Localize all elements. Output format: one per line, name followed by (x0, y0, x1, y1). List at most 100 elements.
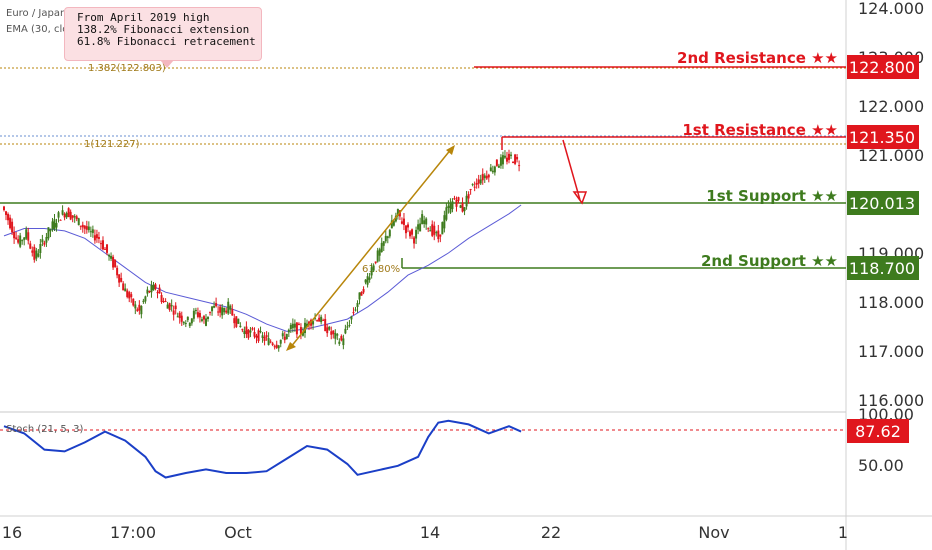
candle-body (23, 237, 26, 240)
resistance-1-price: 121.350 (849, 128, 915, 147)
candle-body (160, 295, 163, 303)
candle-body (65, 212, 68, 218)
candle-body (481, 173, 484, 181)
fib-ext-label: 1.382(122.803) (88, 63, 166, 74)
candle-body (253, 331, 256, 337)
candle-body (352, 312, 355, 314)
candle-body (372, 265, 375, 271)
candle-body (322, 319, 325, 321)
candle-body (9, 217, 12, 229)
candle-body (510, 154, 513, 156)
candle-body (110, 255, 113, 259)
candle-body (235, 316, 238, 327)
candle-body (104, 248, 106, 250)
candle-body (423, 220, 426, 225)
candle-body (243, 330, 246, 335)
price-tick-label: 116.000 (858, 391, 924, 410)
arrow-head-up (446, 145, 455, 155)
stoch-level-badge (847, 419, 909, 443)
candle-body (164, 301, 167, 303)
candle-body (202, 316, 205, 320)
candle-body (269, 341, 272, 343)
candle-body (514, 154, 517, 164)
candle-body (336, 334, 339, 336)
candle-body (166, 304, 169, 309)
candle-body (439, 234, 442, 237)
candle-body (118, 274, 121, 283)
candle-body (99, 243, 102, 245)
resistance-2-price: 122.800 (849, 58, 915, 77)
candle-body (318, 317, 321, 322)
candle-body (17, 239, 20, 243)
resistance-1-badge (847, 125, 919, 149)
candle-body (441, 222, 444, 235)
fib-retr-label: 61.80% (362, 264, 400, 275)
candle-body (168, 303, 171, 310)
annotation-line-1: From April 2019 high (77, 11, 210, 24)
candle-body (87, 226, 90, 231)
candle-body (174, 305, 177, 310)
candle-body (429, 230, 432, 232)
candle-body (404, 225, 407, 234)
stoch-line (3, 419, 522, 479)
candle-body (491, 170, 494, 173)
candle-body (358, 292, 361, 300)
candle-body (89, 231, 92, 233)
candle-body (184, 322, 187, 324)
ema-line (3, 204, 522, 332)
candle-body (320, 316, 323, 323)
candle-body (194, 309, 197, 311)
candle-body (116, 267, 119, 276)
candle-body (15, 237, 18, 239)
candle-body (409, 231, 412, 237)
candle-body (303, 322, 306, 334)
candle-body (37, 253, 40, 257)
candle-body (59, 219, 62, 221)
candle-body (211, 306, 214, 312)
candle-body (97, 237, 100, 239)
candle-body (433, 225, 436, 235)
candle-body (162, 301, 165, 303)
candle-body (51, 221, 54, 229)
candle-body (384, 235, 387, 242)
candle-body (402, 218, 405, 225)
candle-body (176, 316, 179, 318)
candle-body (130, 294, 133, 298)
time-axis[interactable]: 16 17:00 Oct 14 22 Nov 1 (2, 523, 848, 542)
candle-body (390, 220, 393, 229)
candle-body (297, 323, 300, 325)
candle-body (69, 211, 72, 220)
candle-body (95, 234, 98, 239)
candle-body (217, 311, 220, 313)
candle-body (261, 335, 264, 338)
candle-body (301, 332, 304, 336)
candle-body (493, 166, 496, 173)
candle-body (154, 284, 157, 289)
candle-body (445, 207, 448, 220)
candle-body (237, 318, 240, 324)
candle-body (386, 236, 389, 239)
candle-body (138, 304, 141, 311)
candle-body (43, 242, 46, 245)
bearish-arrow (562, 139, 581, 201)
candle-body (477, 179, 480, 184)
candle-body (146, 289, 149, 294)
candle-body (299, 327, 302, 334)
candle-body (338, 341, 341, 344)
candle-body (360, 291, 363, 296)
candle-body (356, 302, 359, 308)
candle-body (140, 305, 143, 315)
candle-body (239, 325, 242, 327)
candle-body (340, 336, 343, 341)
candle-body (150, 285, 153, 293)
candle-body (271, 343, 274, 346)
candle-body (279, 339, 282, 344)
candle-body (378, 249, 381, 256)
candle-body (152, 284, 155, 291)
candle-body (182, 321, 185, 324)
candle-body (114, 259, 117, 267)
candle-body (459, 205, 462, 208)
candle-body (249, 330, 252, 333)
candle-body (207, 316, 210, 320)
candle-body (312, 321, 315, 325)
